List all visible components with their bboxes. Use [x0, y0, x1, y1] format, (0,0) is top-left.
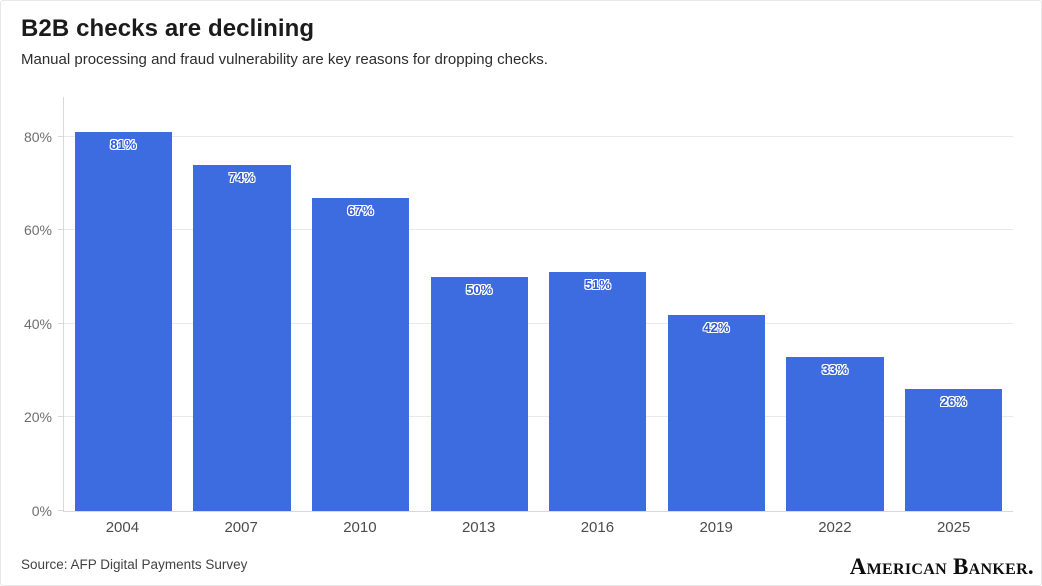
bar-column: 42%: [657, 97, 776, 511]
y-axis-tick: [58, 322, 64, 324]
chart-title: B2B checks are declining: [21, 15, 315, 42]
bar-value-label: 81%: [110, 137, 137, 153]
y-axis-tick: [58, 510, 64, 511]
bar-column: 33%: [776, 97, 895, 511]
bar-column: 51%: [539, 97, 658, 511]
chart-subtitle: Manual processing and fraud vulnerabilit…: [21, 51, 548, 68]
source-note: Source: AFP Digital Payments Survey: [21, 557, 248, 572]
x-axis-label: 2022: [818, 519, 852, 536]
bar-value-label: 50%: [466, 282, 493, 298]
x-axis-label: 2004: [105, 519, 140, 536]
bar-2025: 26%: [905, 389, 1003, 511]
bar-column: 81%: [64, 97, 183, 511]
x-axis-label: 2010: [343, 519, 377, 536]
x-axis-label: 2007: [224, 519, 258, 536]
gridline: [64, 229, 1013, 231]
bar-2013: 50%: [430, 277, 528, 511]
y-axis-label: 40%: [23, 315, 52, 332]
x-axis-label: 2019: [699, 519, 733, 536]
bar-2004: 81%: [74, 132, 172, 511]
y-axis-label: 0%: [31, 503, 52, 519]
bar-2010: 67%: [311, 197, 410, 511]
bar-column: 67%: [301, 97, 420, 511]
bar-2016: 51%: [549, 272, 647, 511]
gridline: [64, 135, 1013, 137]
bar-column: 50%: [420, 97, 539, 511]
x-axis-label: 2025: [936, 519, 971, 536]
bar-2007: 74%: [193, 164, 291, 511]
y-axis-label: 20%: [23, 409, 52, 426]
plot-area: 0% 20% 40% 60% 80% 81% 74% 67% 50% 51% 42% 33% 26%: [24, 97, 1013, 519]
x-axis-labels: 2004 2007 2010 2013 2016 2019 2022 2025: [63, 519, 1013, 536]
y-axis-tick: [58, 229, 64, 231]
bar-value-label: 42%: [703, 319, 730, 335]
bar-column: 74%: [183, 97, 302, 511]
x-axis-label: 2016: [580, 519, 615, 536]
bar-2019: 42%: [667, 314, 766, 511]
chart-header: B2B checks are declining Manual processi…: [1, 1, 1041, 68]
y-axis-tick: [58, 135, 64, 137]
bar-value-label: 74%: [228, 169, 255, 185]
gridline: [64, 322, 1013, 324]
bar-column: 26%: [894, 97, 1013, 511]
american-banker-logo: American Banker.: [849, 554, 1034, 579]
x-axis-label: 2013: [461, 519, 496, 536]
bar-value-label: 67%: [347, 202, 374, 218]
gridline: [64, 416, 1013, 418]
bar-value-label: 33%: [822, 361, 849, 377]
y-axis-label: 60%: [23, 222, 52, 239]
bar-value-label: 26%: [940, 394, 967, 410]
bar-2022: 33%: [786, 356, 884, 511]
bars-container: 81% 74% 67% 50% 51% 42% 33% 26%: [64, 97, 1013, 511]
bar-value-label: 51%: [584, 277, 611, 293]
y-axis-label: 80%: [23, 128, 52, 145]
y-axis-tick: [58, 416, 64, 418]
